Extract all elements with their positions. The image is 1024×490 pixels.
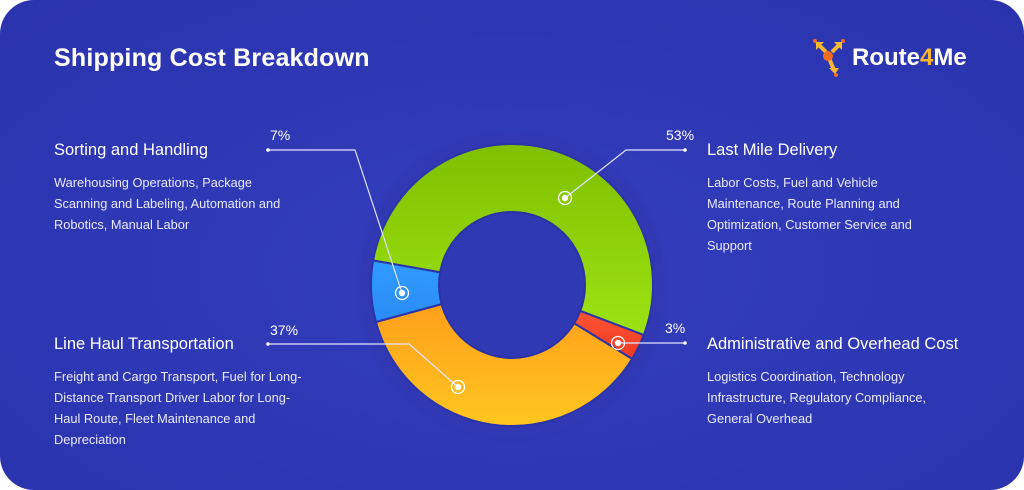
data-label-sorting: 7% [270, 127, 291, 143]
leader-end-dot-admin [683, 341, 687, 345]
marker-dot-sorting [398, 289, 406, 297]
section-heading: Administrative and Overhead Cost [707, 335, 959, 353]
logo-text: Route4Me [852, 44, 967, 71]
leader-line-sorting [268, 149, 403, 294]
section-body: Labor Costs, Fuel and Vehicle Maintenanc… [707, 175, 912, 253]
data-label-last-mile: 53% [666, 127, 695, 143]
section-sorting-handling: Sorting and Handling Warehousing Operati… [54, 141, 314, 235]
marker-dot-last-mile [561, 194, 569, 202]
marker-dot-admin [614, 339, 622, 347]
section-heading: Line Haul Transportation [54, 335, 234, 353]
data-label-line-haul: 37% [270, 322, 299, 338]
section-heading: Last Mile Delivery [707, 141, 838, 159]
data-label-admin: 3% [665, 320, 686, 336]
section-heading: Sorting and Handling [54, 141, 209, 159]
donut-hole [438, 211, 586, 359]
marker-ring-last-mile [557, 190, 573, 206]
leader-end-dot-sorting [266, 148, 270, 152]
marker-ring-admin [610, 335, 626, 351]
marker-dot-line-haul [454, 383, 462, 391]
leader-end-dot-last-mile [683, 148, 687, 152]
route4me-logo: Route4Me [812, 38, 967, 78]
marker-ring-sorting [394, 285, 410, 301]
marker-ring-line-haul [450, 379, 466, 395]
section-body: Freight and Cargo Transport, Fuel for Lo… [54, 369, 302, 447]
section-body: Logistics Coordination, Technology Infra… [707, 369, 927, 426]
logo-arrows-icon [813, 39, 845, 77]
leader-line-line-haul [268, 343, 459, 388]
section-body: Warehousing Operations, Package Scanning… [54, 175, 281, 232]
leader-end-dot-line-haul [266, 342, 270, 346]
leader-line-last-mile [564, 149, 685, 199]
section-line-haul: Line Haul Transportation Freight and Car… [54, 335, 314, 450]
section-admin-overhead: Administrative and Overhead Cost Logisti… [707, 335, 987, 429]
page-title: Shipping Cost Breakdown [54, 44, 370, 72]
section-last-mile: Last Mile Delivery Labor Costs, Fuel and… [707, 141, 967, 256]
